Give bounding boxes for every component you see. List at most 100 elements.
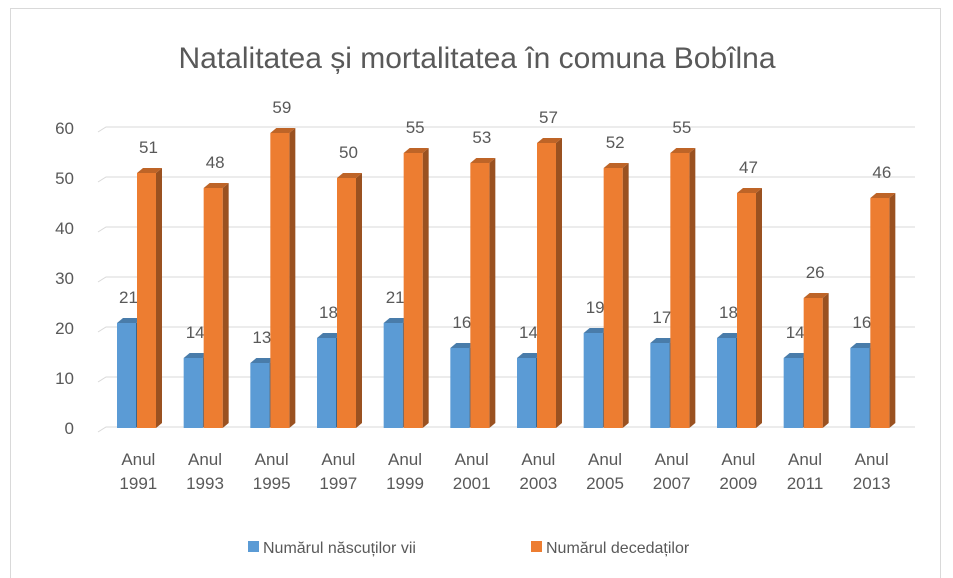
bar-top xyxy=(117,318,142,323)
data-label: 19 xyxy=(586,298,605,317)
data-label: 59 xyxy=(272,98,291,117)
bar xyxy=(337,178,356,428)
bar xyxy=(383,323,403,428)
bar xyxy=(870,198,890,428)
grid-line xyxy=(97,326,915,333)
bar-top xyxy=(450,343,476,348)
grid-line xyxy=(97,426,915,433)
bar xyxy=(250,363,270,428)
bar-top xyxy=(850,343,876,348)
bar-top xyxy=(250,358,276,363)
x-tick-label: Anul 2001 xyxy=(452,450,491,493)
bar xyxy=(650,343,670,428)
bar xyxy=(450,348,470,428)
data-label: 57 xyxy=(539,108,558,127)
bar-side xyxy=(156,168,162,428)
bar xyxy=(737,193,756,428)
grid-line xyxy=(97,226,915,233)
data-label: 46 xyxy=(872,163,891,182)
data-label: 14 xyxy=(519,323,538,342)
y-tick-label: 50 xyxy=(55,169,74,188)
bar xyxy=(137,173,156,428)
bar-side xyxy=(622,163,629,428)
bar xyxy=(583,333,603,428)
bar-side xyxy=(289,128,296,428)
bar xyxy=(470,163,490,428)
bar xyxy=(783,358,803,428)
bar-side xyxy=(756,188,762,428)
legend-swatch xyxy=(531,541,542,552)
x-tick-label: Anul 1999 xyxy=(386,450,424,493)
y-tick-label: 20 xyxy=(55,319,74,338)
bar-top xyxy=(650,338,676,343)
x-tick-label: Anul 2009 xyxy=(719,450,758,493)
data-label: 55 xyxy=(672,118,691,137)
grid-line xyxy=(97,126,915,133)
data-label: 16 xyxy=(452,313,471,332)
data-label: 48 xyxy=(206,153,225,172)
x-tick-label: Anul 2007 xyxy=(652,450,691,493)
bar-top xyxy=(183,353,209,358)
data-label: 14 xyxy=(786,323,805,342)
chart-title: Natalitatea și mortalitatea în comuna Bo… xyxy=(179,42,776,75)
bar-top xyxy=(337,173,362,178)
data-label: 21 xyxy=(386,288,405,307)
data-label: 53 xyxy=(472,128,491,147)
bar xyxy=(537,143,556,428)
bar-side xyxy=(422,148,429,428)
grid-line xyxy=(97,176,915,183)
legend-label: Numărul născuților vii xyxy=(263,540,416,557)
bar xyxy=(717,338,736,428)
data-label: 17 xyxy=(652,308,671,327)
bar-top xyxy=(403,148,429,153)
y-tick-label: 60 xyxy=(55,119,74,138)
bar-top xyxy=(137,168,162,173)
x-tick-label: Anul 1995 xyxy=(252,450,291,493)
y-tick-label: 0 xyxy=(65,419,74,438)
bar-top xyxy=(383,318,409,323)
bar xyxy=(670,153,690,428)
x-tick-label: Anul 2011 xyxy=(786,450,824,493)
bar xyxy=(850,348,870,428)
bar-top xyxy=(737,188,762,193)
data-label: 51 xyxy=(139,138,158,157)
bar xyxy=(117,323,136,428)
bar xyxy=(517,358,536,428)
bar-top xyxy=(517,353,542,358)
bar-side xyxy=(556,138,562,428)
legend-swatch xyxy=(248,541,259,552)
x-tick-label: Anul 2005 xyxy=(586,450,624,493)
data-label: 50 xyxy=(339,143,358,162)
data-label: 16 xyxy=(852,313,871,332)
grid-line xyxy=(97,376,915,383)
bar xyxy=(603,168,623,428)
y-tick-label: 10 xyxy=(55,369,74,388)
x-tick-label: Anul 2013 xyxy=(852,450,891,493)
bar-top xyxy=(803,293,829,298)
bar xyxy=(183,358,203,428)
bar-top xyxy=(583,328,609,333)
bar-side xyxy=(356,173,362,428)
data-label: 21 xyxy=(119,288,138,307)
bar-top xyxy=(203,183,229,188)
bar-top xyxy=(270,128,296,133)
bar-top xyxy=(870,193,896,198)
bar-top xyxy=(603,163,629,168)
data-label: 18 xyxy=(319,303,338,322)
bar-top xyxy=(670,148,696,153)
x-tick-label: Anul 1991 xyxy=(119,450,158,493)
data-label: 55 xyxy=(406,118,425,137)
x-tick-label: Anul 2003 xyxy=(519,450,558,493)
bar xyxy=(203,188,223,428)
bar-side xyxy=(222,183,229,428)
bar-side xyxy=(489,158,496,428)
bar-side xyxy=(889,193,896,428)
bar-top xyxy=(470,158,496,163)
bar xyxy=(403,153,423,428)
data-label: 13 xyxy=(252,328,271,347)
bar-top xyxy=(717,333,742,338)
y-tick-label: 30 xyxy=(55,269,74,288)
grid-line xyxy=(97,276,915,283)
